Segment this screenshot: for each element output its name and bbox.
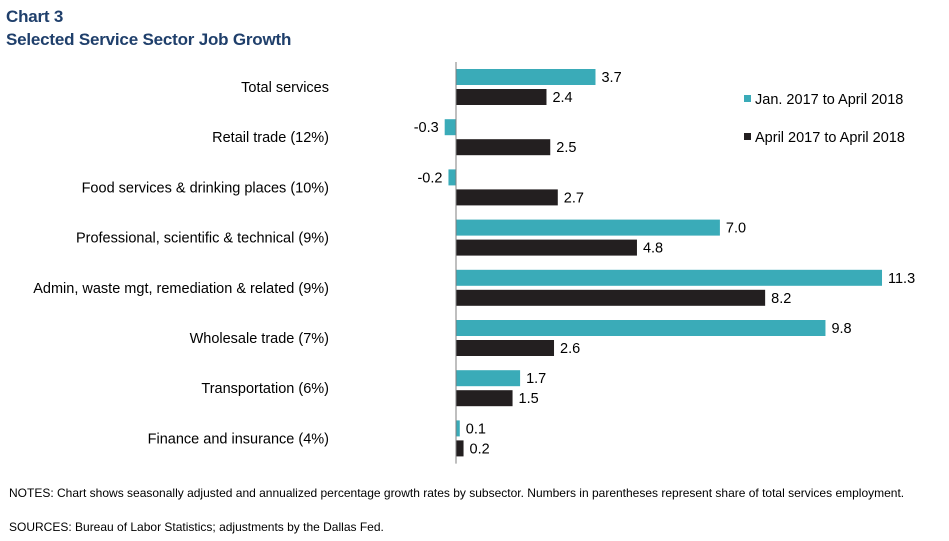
data-label: 3.7 bbox=[601, 70, 621, 86]
bar-series-1 bbox=[456, 219, 720, 236]
data-label: 9.8 bbox=[831, 321, 851, 337]
data-label: 11.3 bbox=[888, 271, 915, 287]
data-label: 1.7 bbox=[526, 371, 546, 387]
category-label: Retail trade (12%) bbox=[212, 130, 329, 146]
bar-series-2 bbox=[456, 139, 551, 156]
bar-series-2 bbox=[456, 340, 555, 356]
bar-series-1 bbox=[448, 169, 456, 186]
legend-swatch-2 bbox=[744, 133, 751, 140]
bar-series-2 bbox=[456, 440, 464, 457]
bar-series-2 bbox=[456, 89, 547, 105]
category-label: Admin, waste mgt, remediation & related … bbox=[33, 281, 329, 297]
category-label: Professional, scientific & technical (9%… bbox=[76, 231, 329, 247]
bar-series-1 bbox=[456, 269, 883, 286]
chart-number: Chart 3 bbox=[6, 7, 64, 26]
chart-sources: SOURCES: Bureau of Labor Statistics; adj… bbox=[9, 520, 384, 534]
legend-label-2: April 2017 to April 2018 bbox=[755, 130, 905, 146]
bar-series-2 bbox=[456, 239, 637, 256]
data-label: 0.2 bbox=[470, 441, 490, 457]
data-label: 7.0 bbox=[726, 221, 746, 237]
data-label: 2.4 bbox=[552, 90, 572, 106]
legend-label-1: Jan. 2017 to April 2018 bbox=[755, 92, 903, 108]
bar-chart: Total services 3.7 2.4 Retail trade (12%) -0… bbox=[33, 62, 915, 464]
category-label: Finance and insurance (4%) bbox=[148, 431, 329, 447]
legend-swatch-1 bbox=[744, 95, 751, 102]
bar-series-2 bbox=[456, 289, 766, 306]
category-label: Transportation (6%) bbox=[201, 381, 329, 397]
data-label: -0.3 bbox=[414, 120, 439, 136]
data-label: 2.7 bbox=[564, 190, 584, 206]
bar-series-1 bbox=[456, 420, 460, 437]
bar-series-1 bbox=[456, 69, 596, 85]
category-label: Wholesale trade (7%) bbox=[190, 331, 329, 347]
category-label: Food services & drinking places (10%) bbox=[82, 180, 329, 196]
bar-series-1 bbox=[444, 119, 456, 136]
bar-series-1 bbox=[456, 370, 521, 387]
data-label: 8.2 bbox=[771, 291, 791, 307]
bar-series-2 bbox=[456, 189, 558, 206]
bar-series-2 bbox=[456, 390, 513, 407]
chart-title-block: Chart 3 Selected Service Sector Job Grow… bbox=[6, 5, 291, 51]
data-label: -0.2 bbox=[417, 170, 442, 186]
data-label: 2.6 bbox=[560, 341, 580, 357]
data-label: 1.5 bbox=[519, 391, 539, 407]
bar-series-1 bbox=[456, 320, 826, 336]
chart-title: Selected Service Sector Job Growth bbox=[6, 30, 292, 49]
chart-notes: NOTES: Chart shows seasonally adjusted a… bbox=[9, 486, 905, 500]
data-label: 0.1 bbox=[466, 421, 486, 437]
data-label: 2.5 bbox=[556, 140, 576, 156]
data-label: 4.8 bbox=[643, 241, 663, 257]
category-label: Total services bbox=[241, 80, 329, 96]
